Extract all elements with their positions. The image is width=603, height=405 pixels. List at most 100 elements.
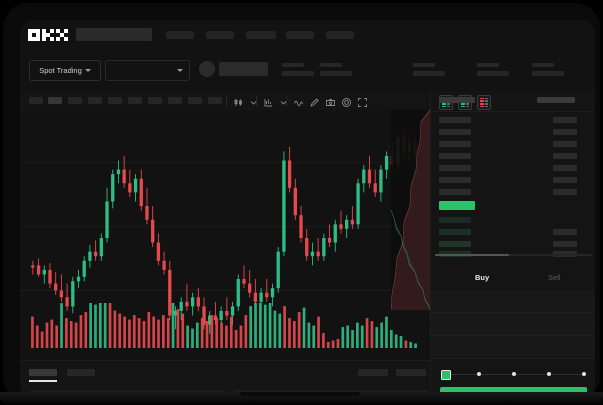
volume-histogram[interactable] (20, 286, 430, 360)
orderbook-column-header (537, 97, 575, 103)
okx-logo-icon[interactable] (28, 29, 68, 41)
camera-snapshot-icon[interactable] (325, 95, 336, 106)
last-price-skeleton (219, 62, 268, 76)
slider-node-50[interactable] (512, 372, 516, 376)
orderbook-mode-asks-icon[interactable] (477, 95, 491, 110)
amount-percent-slider[interactable] (441, 369, 586, 380)
ticker-stat-turnover (477, 63, 509, 76)
chevron-down-icon (177, 69, 183, 72)
orderbook-ask-row-price (439, 177, 471, 183)
orderbook-ask-row-amount (553, 165, 577, 171)
top-navigation-bar (20, 20, 595, 49)
nav-item-4[interactable] (286, 31, 314, 39)
ticker-stat-high (320, 63, 352, 76)
order-form-tabs: Buy Sell (431, 266, 595, 291)
device-frame: Spot Trading (6, 6, 597, 399)
order-total-field[interactable] (431, 336, 595, 359)
slider-node-75[interactable] (547, 372, 551, 376)
toolbar-divider (286, 95, 287, 106)
pair-info-bar: Spot Trading (20, 49, 595, 92)
nav-item-2[interactable] (206, 31, 234, 39)
brand-search-skeleton (76, 28, 152, 41)
device-bezel: Spot Trading (20, 20, 595, 399)
tab-sell[interactable]: Sell (548, 273, 561, 282)
app-screen: Spot Trading (20, 20, 595, 399)
orderbook-bid-row-amount (553, 229, 577, 235)
line-chart-icon[interactable] (293, 95, 304, 107)
orderbook-trade-panel: Buy Sell (430, 91, 595, 399)
orderbook-scrollbar[interactable] (435, 254, 592, 256)
ticker-stat-volume-value (413, 71, 445, 76)
timeframe-1d[interactable] (148, 97, 162, 104)
order-amount-field[interactable] (431, 313, 595, 336)
candlestick-type-icon[interactable] (233, 95, 244, 106)
ticker-stat-turnover-label (477, 63, 499, 67)
fullscreen-icon[interactable] (357, 95, 368, 107)
tab-active-underline (29, 380, 57, 382)
orderbook-ask-row-amount (553, 129, 577, 135)
chart-settings-icon[interactable] (341, 95, 352, 107)
orderbook-bid-row-price (439, 229, 471, 235)
ticker-stat-turnover-value (477, 71, 509, 76)
ticker-stat-index (532, 63, 564, 76)
slider-handle[interactable] (441, 370, 451, 380)
slider-node-25[interactable] (477, 372, 481, 376)
nav-item-1[interactable] (166, 31, 194, 39)
orderbook-ask-row-amount (553, 117, 577, 123)
toolbar-divider (226, 95, 227, 106)
orderbook-ask-row-amount (553, 141, 577, 147)
tab-open-orders[interactable] (29, 369, 57, 376)
nav-item-5[interactable] (326, 31, 354, 39)
orderbook-bid-row-price (439, 241, 471, 247)
market-depth-svg (390, 109, 431, 311)
timeframe-4h[interactable] (128, 97, 142, 104)
orderbook-ask-row-amount (553, 177, 577, 183)
spot-trading-mode-button[interactable]: Spot Trading (29, 60, 101, 81)
orderbook-bid-row-price (439, 217, 471, 223)
drawing-tools-icon[interactable] (309, 95, 320, 107)
orderbook-column-header (439, 97, 475, 103)
indicators-icon[interactable] (263, 95, 274, 107)
orderbook-ask-row-price (439, 129, 471, 135)
timeframe-1w[interactable] (168, 97, 182, 104)
ticker-stat-high-label (320, 63, 342, 67)
orderbook-ask-row-price (439, 141, 471, 147)
timeframe-5m[interactable] (48, 97, 62, 104)
market-depth-chart (390, 109, 431, 311)
orderbook-ask-row-amount (553, 189, 577, 195)
ticker-stat-volume (413, 63, 445, 76)
timeframe-30m[interactable] (88, 97, 102, 104)
chevron-down-icon-chart-type[interactable] (248, 95, 259, 106)
orderbook-bid-row-amount (553, 241, 577, 247)
device-base (0, 392, 603, 405)
spot-trading-label: Spot Trading (39, 66, 82, 75)
ticker-stat-change-value (282, 71, 314, 76)
ticker-stat-high-value (320, 71, 352, 76)
timeframe-1m[interactable] (29, 97, 43, 104)
order-price-field[interactable] (431, 290, 595, 313)
tab-buy[interactable]: Buy (475, 273, 490, 282)
coin-avatar (199, 61, 215, 77)
slider-node-100[interactable] (582, 372, 586, 376)
nav-item-3[interactable] (246, 31, 276, 39)
volume-histogram-svg (31, 286, 417, 348)
timeframe-1M[interactable] (188, 97, 202, 104)
chevron-down-icon (84, 69, 91, 72)
orderbook-ask-row-price (439, 165, 471, 171)
timeframe-1h[interactable] (108, 97, 122, 104)
orderbook-ask-row-price (439, 153, 471, 159)
orderbook-ask-row-price (439, 117, 471, 123)
tab-order-history[interactable] (67, 369, 95, 376)
ticker-stat-index-value (532, 71, 564, 76)
ticker-stat-index-label (532, 63, 554, 67)
ticker-stat-change-label (282, 63, 304, 67)
timeframe-more[interactable] (208, 97, 222, 104)
orderbook-ask-row-amount (553, 153, 577, 159)
bottom-action-1[interactable] (358, 369, 388, 376)
orderbook-divider (431, 111, 595, 112)
bottom-action-2[interactable] (396, 369, 426, 376)
toolbar-divider (256, 95, 257, 106)
chevron-down-icon-indicators[interactable] (278, 95, 289, 106)
trading-pair-select[interactable] (105, 60, 190, 81)
timeframe-15m[interactable] (68, 97, 82, 104)
